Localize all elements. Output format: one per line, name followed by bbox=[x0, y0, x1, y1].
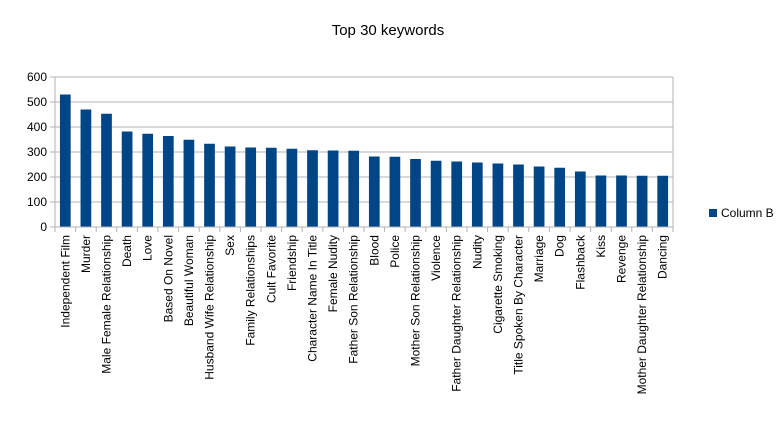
x-tick-label: Sex bbox=[223, 235, 237, 256]
x-tick-label: Love bbox=[141, 235, 155, 261]
bar bbox=[204, 143, 215, 227]
bar bbox=[59, 94, 71, 227]
bar bbox=[286, 148, 298, 227]
bar bbox=[492, 163, 504, 227]
x-tick-label: Cult Favorite bbox=[264, 235, 278, 303]
x-tick-label: Murder bbox=[79, 235, 93, 273]
x-tick-label: Flashback bbox=[573, 234, 587, 290]
x-tick-label: Kiss bbox=[594, 235, 608, 258]
bar bbox=[451, 161, 463, 227]
bar bbox=[616, 175, 627, 227]
bar bbox=[410, 159, 421, 227]
bar bbox=[265, 147, 277, 227]
bar bbox=[513, 164, 524, 227]
legend-swatch bbox=[709, 209, 717, 217]
bars bbox=[59, 94, 669, 227]
y-tick-label: 200 bbox=[27, 170, 47, 184]
y-tick-label: 100 bbox=[27, 195, 47, 209]
y-tick-label: 300 bbox=[27, 145, 47, 159]
bar bbox=[636, 175, 648, 227]
bar bbox=[307, 150, 318, 227]
y-tick-label: 0 bbox=[40, 220, 47, 234]
gridlines bbox=[55, 76, 673, 228]
bar bbox=[121, 131, 133, 227]
bar bbox=[101, 113, 112, 227]
x-tick-label: Marriage bbox=[532, 235, 546, 283]
x-tick-label: Death bbox=[120, 235, 134, 267]
bar bbox=[224, 146, 236, 227]
y-tick-label: 400 bbox=[27, 120, 47, 134]
bar bbox=[574, 171, 586, 227]
x-tick-label: Friendship bbox=[285, 235, 299, 291]
x-tick-label: Mother Son Relationship bbox=[409, 235, 423, 367]
bar bbox=[245, 147, 257, 227]
x-tick-label: Father Son Relationship bbox=[347, 235, 361, 364]
bar bbox=[368, 156, 380, 227]
x-tick-label: Title Spoken By Character bbox=[512, 235, 526, 375]
x-tick-label: Husband Wife Relationship bbox=[203, 235, 217, 380]
bar bbox=[80, 109, 92, 227]
bar bbox=[554, 167, 566, 227]
x-tick-label: Male Female Relationship bbox=[100, 235, 114, 374]
x-tick-label: Beautiful Woman bbox=[182, 235, 196, 326]
bar bbox=[471, 162, 483, 227]
legend: Column B bbox=[709, 206, 774, 220]
axes: 0 100 200 300 400 500 600 bbox=[27, 70, 674, 234]
legend-label: Column B bbox=[721, 206, 774, 220]
category-labels: Independent Film Murder Male Female Relati… bbox=[58, 234, 669, 394]
x-tick-label: Family Relationships bbox=[244, 235, 258, 346]
y-tick-label: 600 bbox=[27, 70, 47, 84]
x-tick-label: Female Nudity bbox=[326, 235, 340, 312]
bar bbox=[348, 150, 360, 227]
bar bbox=[162, 136, 174, 227]
bar bbox=[142, 133, 154, 227]
x-tick-label: Independent Film bbox=[58, 235, 72, 328]
x-tick-label: Based On Novel bbox=[161, 235, 175, 322]
x-tick-label: Revenge bbox=[615, 235, 629, 283]
x-tick-label: Blood bbox=[367, 235, 381, 266]
chart-title: Top 30 keywords bbox=[332, 22, 445, 39]
bar bbox=[389, 156, 401, 227]
bar bbox=[183, 139, 195, 227]
x-tick-label: Police bbox=[388, 235, 402, 268]
bar bbox=[327, 150, 339, 227]
x-tick-label: Character Name In Title bbox=[306, 235, 320, 362]
x-tick-label: Nudity bbox=[470, 235, 484, 269]
y-tick-label: 500 bbox=[27, 95, 47, 109]
bar bbox=[430, 160, 442, 227]
x-tick-label: Dancing bbox=[656, 235, 670, 279]
x-tick-label: Cigarette Smoking bbox=[491, 235, 505, 334]
bar bbox=[595, 175, 607, 227]
bar bbox=[533, 166, 545, 227]
x-tick-label: Father Daughter Relationship bbox=[450, 235, 464, 392]
bar bbox=[657, 175, 669, 227]
x-tick-label: Dog bbox=[553, 235, 567, 257]
x-tick-label: Mother Daughter Relationship bbox=[635, 235, 649, 395]
x-tick-label: Violence bbox=[429, 235, 443, 281]
